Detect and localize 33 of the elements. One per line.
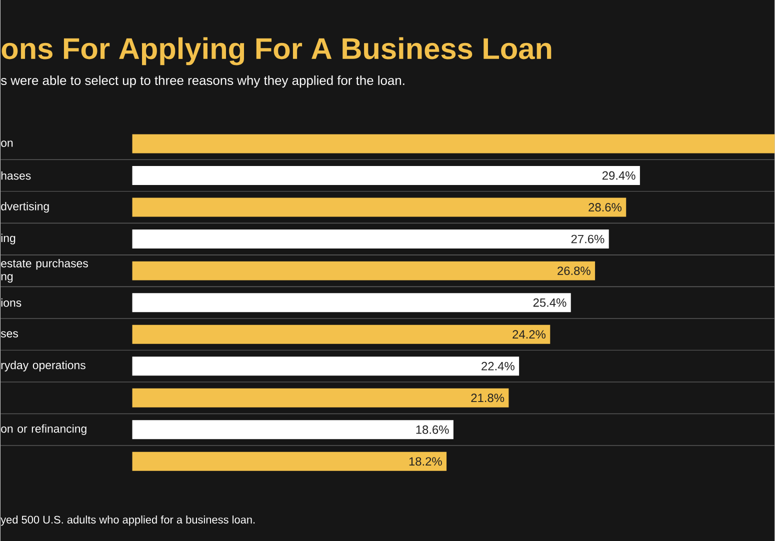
bar: [132, 198, 626, 217]
y-tick-label: hases: [1, 171, 31, 180]
bar: [132, 324, 550, 344]
bar: [132, 229, 609, 248]
bar: [132, 166, 640, 185]
bar: [132, 292, 571, 312]
data-label: 26.8%: [558, 266, 590, 275]
data-label: 28.6%: [588, 202, 622, 212]
y-tick-label: ses: [0, 331, 18, 338]
bar: [132, 134, 775, 154]
y-tick-label: ions: [1, 298, 22, 307]
y-tick-label: on or refinancing: [1, 424, 86, 435]
text: yed 500 U.S. adults who applied for a business loan.: [0, 515, 255, 526]
y-tick-label: estate purchases ng: [1, 258, 88, 282]
data-label: 25.4%: [533, 298, 566, 307]
y-tick-label: dvertising: [1, 202, 49, 212]
chart-subtitle: s were able to select up to three reasons why they applied for the loan.: [0, 75, 404, 88]
chart-title: ons For Applying For A Business Loan: [2, 37, 552, 66]
data-label: 27.6%: [571, 234, 604, 244]
y-tick-label: ryday operations: [1, 360, 86, 372]
bar: [132, 261, 596, 280]
data-label: 24.2%: [512, 330, 546, 338]
bar: [132, 388, 509, 408]
bar: [132, 356, 520, 376]
data-label: 21.8%: [471, 393, 504, 402]
data-label: 18.6%: [416, 425, 449, 434]
bar: [132, 420, 454, 439]
data-label: 29.4%: [602, 171, 636, 180]
data-label: 18.2%: [409, 456, 442, 466]
y-tick-label: on: [1, 140, 13, 147]
bar: [132, 452, 447, 471]
y-tick-label: ing: [1, 234, 16, 244]
data-label: 22.4%: [482, 362, 514, 370]
